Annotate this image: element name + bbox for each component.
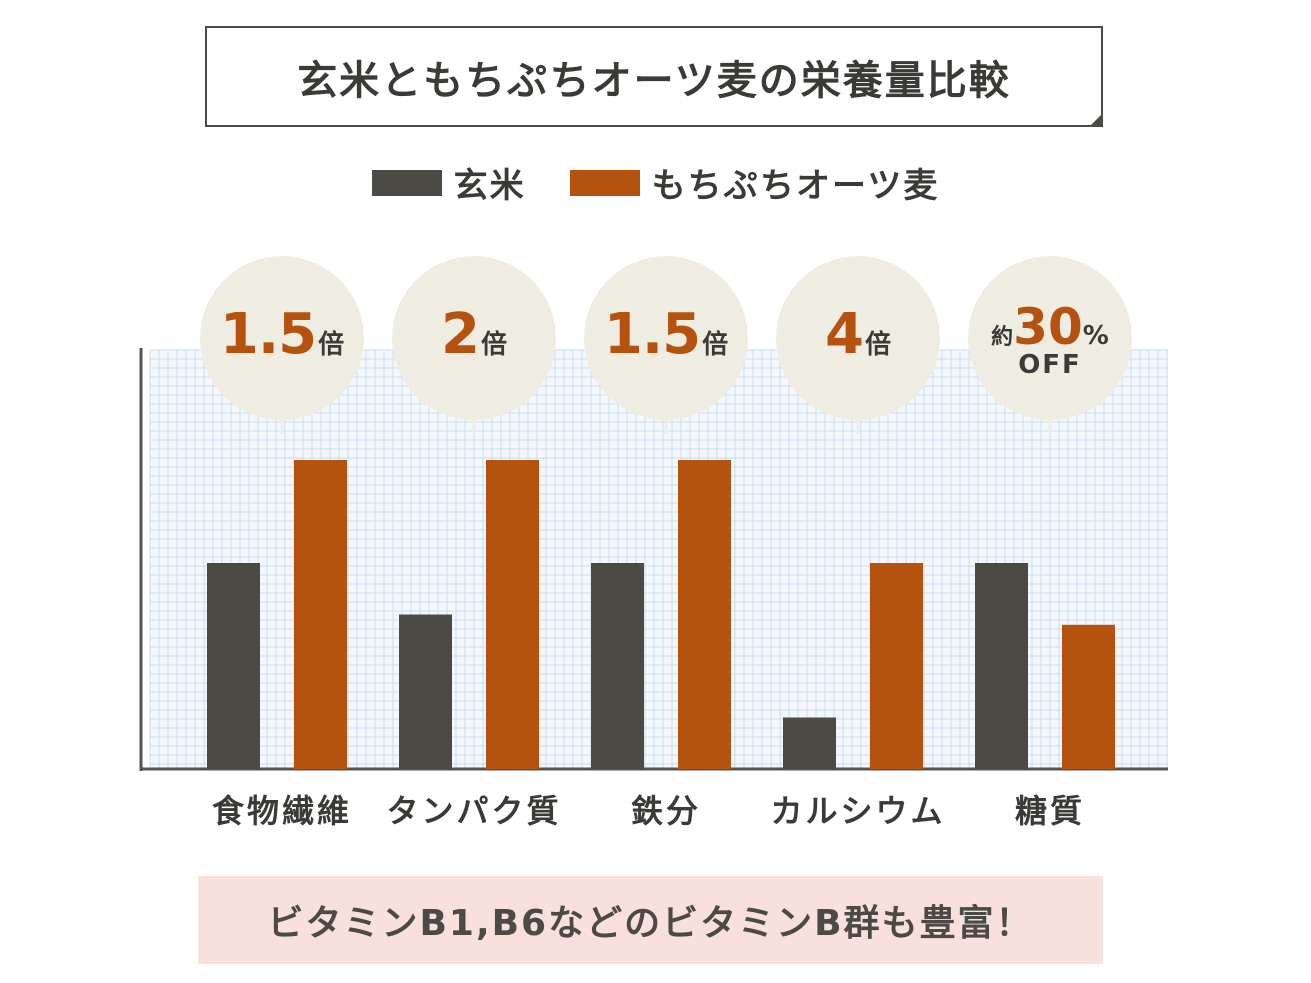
badge-label-row: 約30%	[970, 298, 1130, 356]
bar-oats	[486, 460, 539, 769]
badge-number: 4	[825, 302, 864, 367]
badge-unit: 倍	[318, 330, 345, 360]
title-corner-decoration	[1089, 113, 1103, 127]
badge-sub: OFF	[1018, 350, 1082, 380]
badge-circle	[968, 256, 1132, 420]
badge-prefix: 約	[991, 325, 1014, 350]
badge-circle	[200, 256, 364, 420]
legend-item-genmai: 玄米	[371, 158, 526, 207]
legend-swatch-oats	[569, 169, 640, 196]
legend-item-oats: もちぷちオーツ麦	[569, 158, 940, 207]
chart-title: 玄米ともちぷちオーツ麦の栄養量比較	[297, 57, 1011, 104]
legend-label-oats: もちぷちオーツ麦	[651, 166, 940, 206]
bar-oats	[294, 460, 347, 769]
badge-circle	[584, 256, 748, 420]
badge-unit: 倍	[864, 330, 891, 360]
bar-oats	[1062, 624, 1115, 769]
legend-label-genmai: 玄米	[453, 166, 526, 206]
badge-number: 1.5	[603, 302, 701, 367]
badge-label: 1.5倍	[202, 302, 362, 367]
badge-unit: 倍	[702, 330, 729, 360]
badge-circle	[392, 256, 556, 420]
badge-number: 30	[1013, 298, 1083, 356]
x-tick-label: 糖質	[1015, 792, 1085, 830]
x-tick-label: カルシウム	[770, 792, 945, 830]
bar-genmai	[783, 717, 836, 769]
chart-title-box: 玄米ともちぷちオーツ麦の栄養量比較	[205, 26, 1103, 127]
note-banner: ビタミンB1,B6などのビタミンB群も豊富！	[198, 876, 1103, 964]
x-tick-label: 鉄分	[631, 792, 701, 830]
x-tick-label: 食物繊維	[212, 792, 352, 830]
badge-label: 2倍	[394, 302, 554, 367]
legend: 玄米 もちぷちオーツ麦	[0, 158, 1311, 207]
badge-number: 1.5	[219, 302, 317, 367]
badge-unit: %	[1082, 321, 1109, 351]
bar-genmai	[399, 614, 452, 769]
badge-label: 1.5倍	[586, 302, 746, 367]
x-tick-label: タンパク質	[386, 792, 561, 830]
badge-unit: 倍	[480, 330, 507, 360]
note-text: ビタミンB1,B6などのビタミンB群も豊富！	[267, 903, 1034, 944]
bar-genmai	[591, 563, 644, 769]
bar-genmai	[975, 563, 1028, 769]
badge-label: 約30% OFF	[970, 298, 1130, 380]
bar-chart: 食物繊維 タンパク質 鉄分 カルシウム 糖質	[139, 256, 1168, 830]
bar-oats	[870, 563, 923, 769]
bar-genmai	[207, 563, 260, 769]
bar-oats	[678, 460, 731, 769]
badge-circle	[776, 256, 940, 420]
badge-label: 4倍	[778, 302, 938, 367]
legend-swatch-genmai	[371, 169, 442, 196]
badge-number: 2	[441, 302, 480, 367]
